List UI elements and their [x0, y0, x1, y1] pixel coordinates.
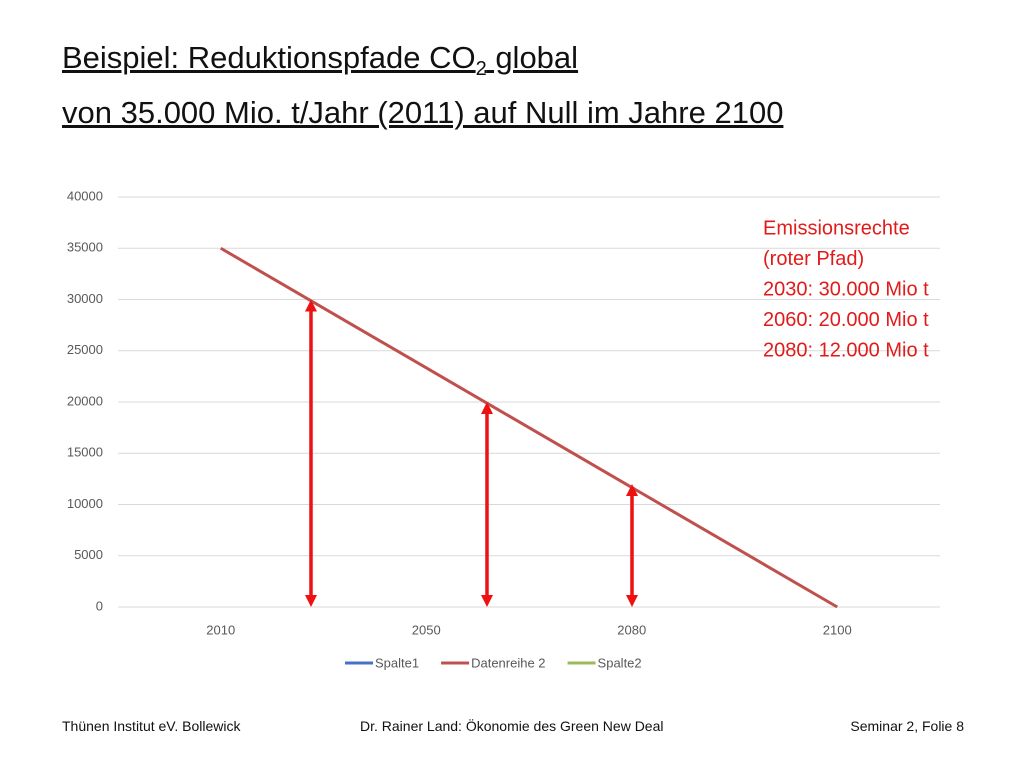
arrow-part: [626, 595, 638, 607]
y-tick-label: 35000: [67, 240, 103, 255]
title-line1: Beispiel: Reduktionspfade CO2 global: [62, 36, 783, 91]
arrow-part: [305, 299, 317, 312]
arrow: [626, 484, 638, 607]
title: Beispiel: Reduktionspfade CO2 global von…: [62, 36, 783, 135]
legend-label: Spalte2: [598, 655, 642, 670]
annotation: 2080: 12.000 Mio t: [763, 339, 929, 361]
arrow: [481, 402, 493, 607]
title-text: global: [486, 40, 579, 75]
title-text: Beispiel: Reduktionspfade CO: [62, 40, 476, 75]
y-tick-label: 15000: [67, 445, 103, 460]
y-tick-label: 30000: [67, 291, 103, 306]
annotation: Emissionsrechte: [763, 217, 910, 239]
y-tick-label: 5000: [74, 547, 103, 562]
x-tick-label: 2080: [617, 622, 646, 637]
arrow-part: [305, 595, 317, 607]
legend-label: Datenreihe 2: [471, 655, 545, 670]
chart: 0 5000 10000 15000 20000 25000 30000 35000 40000…: [67, 188, 940, 670]
y-tick-label: 40000: [67, 188, 103, 203]
annotation: (roter Pfad): [763, 248, 864, 270]
annotation: 2030: 30.000 Mio t: [763, 278, 929, 300]
footer-left: Thünen Institut eV. Bollewick: [62, 718, 241, 734]
arrow-part: [626, 484, 638, 496]
y-tick-label: 10000: [67, 496, 103, 511]
x-tick-label: 2010: [206, 622, 235, 637]
arrow-part: [481, 595, 493, 607]
x-tick-label: 2100: [823, 622, 852, 637]
y-tick-label: 0: [96, 598, 103, 613]
arrow: [305, 299, 317, 607]
annotation: 2060: 20.000 Mio t: [763, 309, 929, 331]
data-line: [219, 246, 839, 609]
title-subscript: 2: [475, 58, 487, 81]
x-tick-label: 2050: [412, 622, 441, 637]
title-line2: von 35.000 Mio. t/Jahr (2011) auf Null i…: [62, 95, 784, 131]
footer-center: Dr. Rainer Land: Ökonomie des Green New …: [360, 718, 664, 734]
legend-label: Spalte1: [375, 655, 419, 670]
arrow-part: [481, 402, 493, 414]
y-tick-label: 25000: [67, 342, 103, 357]
y-tick-label: 20000: [67, 393, 103, 408]
footer-right: Seminar 2, Folie 8: [850, 718, 964, 734]
